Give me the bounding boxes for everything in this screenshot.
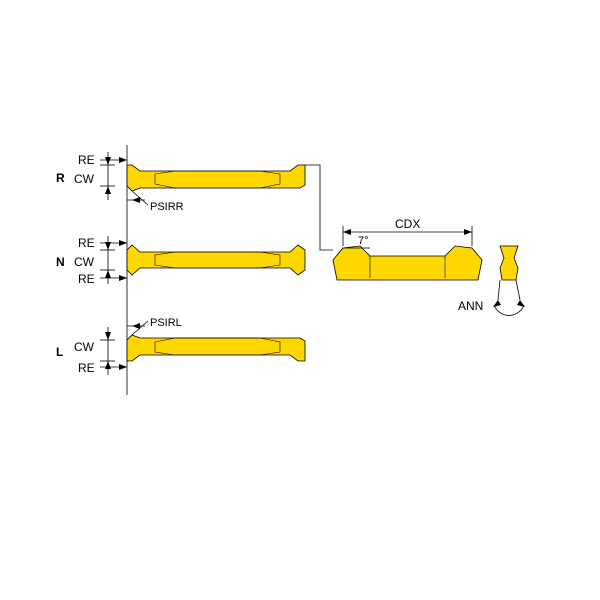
cw-r-arr-bot (105, 186, 111, 194)
psirl-label: PSIRL (150, 317, 182, 329)
re-n-bot-label: RE (78, 272, 95, 286)
variant-r-group: RE CW R PSIRR (56, 152, 305, 213)
ann-arr-r (517, 300, 525, 307)
cw-n-arr-bot (105, 270, 111, 278)
side-view-group: 7° CDX ANN (333, 217, 525, 315)
variant-r-id: R (56, 171, 65, 185)
ann-arr-l (493, 300, 501, 307)
psirl-arr (132, 323, 140, 329)
cw-l-label: CW (74, 340, 95, 354)
re-l-label: RE (78, 361, 95, 375)
technical-diagram: RE CW R PSIRR RE CW RE (0, 0, 600, 600)
angle-label: 7° (358, 235, 369, 247)
re-l-arr (119, 364, 127, 370)
re-n-top-arr (119, 240, 127, 246)
ann-label: ANN (458, 299, 483, 313)
psirr-label: PSIRR (150, 201, 184, 213)
cw-l-arr-bot (105, 361, 111, 369)
re-r-arrowhead (119, 157, 127, 163)
end-view (500, 246, 518, 280)
cw-l-arr-top (105, 332, 111, 340)
insert-r (127, 165, 305, 191)
cw-r-arr-top (105, 157, 111, 165)
cdx-label: CDX (395, 217, 420, 231)
insert-n (127, 245, 305, 275)
cdx-arr-l (343, 229, 351, 235)
variant-n-group: RE CW RE N (56, 236, 305, 286)
ann-arc (494, 305, 524, 315)
cdx-arr-r (464, 229, 472, 235)
ann-leader-r (516, 280, 520, 300)
psirr-arr (132, 197, 140, 203)
cw-r-label: CW (74, 172, 95, 186)
bracket-line (305, 165, 333, 250)
ann-leader-l (498, 280, 500, 300)
re-n-bot-arr (119, 275, 127, 281)
cw-n-arr-top (105, 242, 111, 250)
side-profile (333, 246, 482, 280)
re-r-label: RE (78, 153, 95, 167)
variant-l-group: PSIRL CW RE L (56, 317, 305, 375)
cw-n-label: CW (74, 255, 95, 269)
variant-n-id: N (56, 255, 65, 269)
re-n-top-label: RE (78, 236, 95, 250)
variant-l-id: L (56, 345, 63, 359)
insert-l (127, 335, 305, 361)
